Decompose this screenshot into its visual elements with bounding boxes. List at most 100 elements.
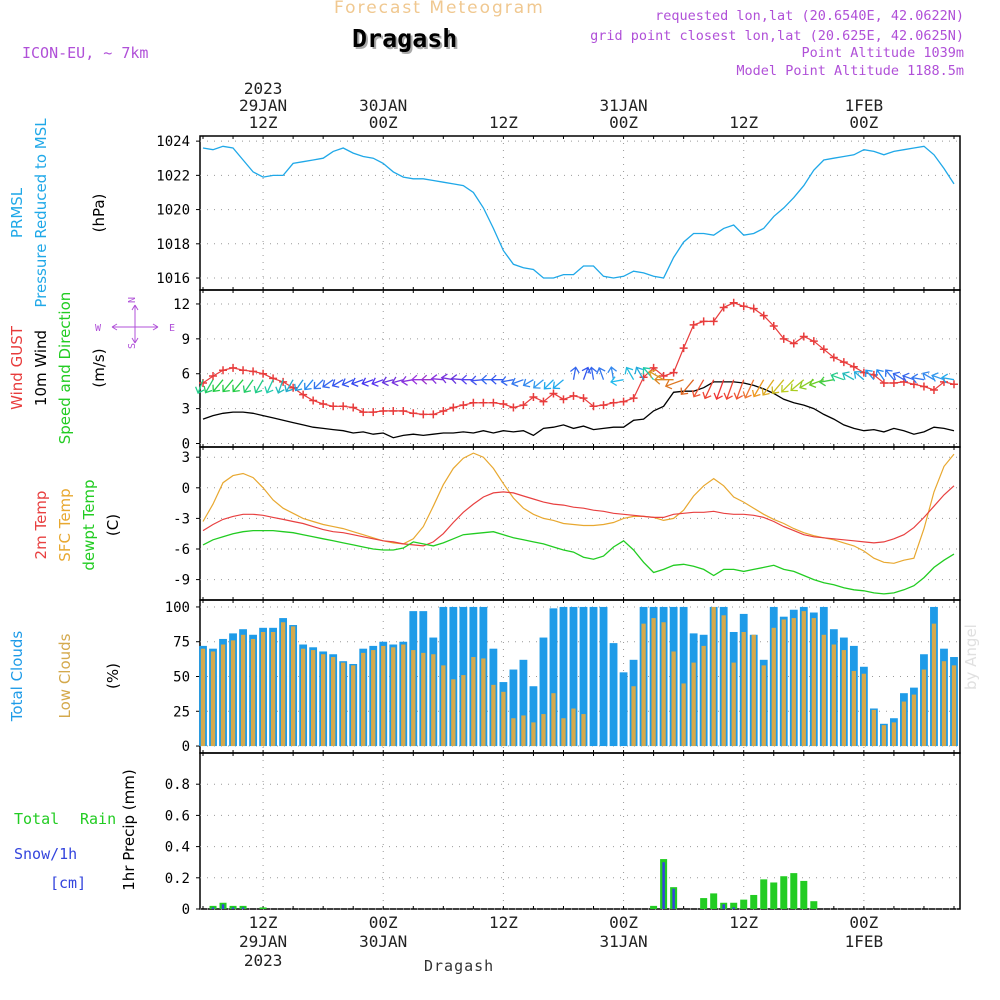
- gust-marker: [639, 373, 648, 382]
- panel-frame: [199, 446, 961, 601]
- gust-marker: [769, 322, 778, 331]
- y-tick-label: 0: [182, 437, 190, 453]
- model-point-altitude: Model Point Altitude 1188.5m: [736, 63, 964, 79]
- wind-arrow: [313, 379, 324, 390]
- requested-coords: requested lon,lat (20.6540E, 42.0622N): [655, 8, 964, 24]
- gust-marker: [339, 402, 348, 411]
- total-cloud-bar: [589, 606, 598, 747]
- y-tick-label: 1018: [156, 237, 190, 253]
- wind-arrow: [242, 379, 254, 393]
- compass-e: E: [169, 323, 175, 334]
- y-tick-label: 9: [182, 332, 190, 348]
- low-cloud-bar: [511, 718, 516, 747]
- low-cloud-bar: [381, 645, 386, 747]
- total-cloud-bar: [539, 637, 548, 747]
- rain-bar: [750, 894, 758, 909]
- wind-arrow: [400, 376, 414, 386]
- snow-bar: [662, 862, 665, 909]
- gust-marker: [389, 406, 398, 415]
- bottom-time-label: 12Z: [249, 913, 278, 932]
- low-cloud-bar: [311, 650, 316, 747]
- pressure-unit: (hPa): [90, 194, 108, 233]
- wind-arrow: [680, 379, 695, 396]
- rain-bar: [730, 902, 738, 909]
- wind-arrow: [691, 379, 705, 398]
- panel-frame: [199, 135, 961, 291]
- wind-arrow: [648, 369, 664, 381]
- gust-marker: [539, 397, 548, 406]
- total-cloud-bar: [509, 669, 518, 747]
- gust-marker: [329, 402, 338, 411]
- wind-arrow: [610, 376, 624, 387]
- low-cloud-bar: [941, 661, 947, 747]
- wind-arrow: [253, 379, 264, 394]
- gust-marker: [629, 394, 638, 403]
- gust-marker: [209, 372, 218, 381]
- rain-bar: [740, 899, 748, 909]
- low-cloud-bar: [361, 652, 366, 747]
- y-tick-label: 1020: [156, 203, 190, 219]
- wind-arrow: [294, 379, 304, 392]
- y-tick-label: 0.6: [165, 808, 190, 824]
- snow-bar: [221, 904, 225, 909]
- low-cloud-bar: [290, 626, 296, 747]
- low-cloud-bar: [260, 631, 266, 747]
- wind-arrow: [865, 369, 875, 381]
- gust-marker: [549, 389, 558, 398]
- wind-arrow: [818, 376, 834, 387]
- compass-w: W: [95, 323, 102, 334]
- wind-arrow: [581, 366, 592, 380]
- wind-arrow: [533, 379, 544, 389]
- temp-2m-label: 2m Temp: [32, 491, 50, 560]
- bottom-time-label: 29JAN: [239, 932, 287, 951]
- rain-bar: [259, 907, 267, 909]
- low-cloud-bar: [541, 714, 546, 747]
- bottom-time-label: 00Z: [849, 913, 878, 932]
- snow-bar: [732, 907, 735, 909]
- gust-marker: [469, 398, 478, 407]
- pressure-line: [202, 145, 955, 279]
- compass-n: N: [127, 297, 138, 303]
- gust-marker: [349, 403, 358, 412]
- wind-arrow: [875, 369, 885, 381]
- low-clouds-label: Low Clouds: [56, 633, 74, 718]
- total-cloud-bar: [569, 606, 578, 747]
- low-cloud-bar: [811, 618, 816, 747]
- wind-arrow: [381, 376, 394, 387]
- low-cloud-bar: [641, 623, 646, 747]
- footer-location: Dragash: [424, 957, 495, 975]
- panel-precip: 0.8 0.6 0.4 0.2 0: [165, 752, 961, 918]
- wind-arrow: [569, 366, 580, 380]
- wind-arrow: [842, 371, 855, 381]
- wind-arrow: [552, 379, 564, 390]
- rain-bar: [760, 879, 768, 909]
- low-cloud-bar: [230, 640, 236, 747]
- wind-arrow: [624, 366, 635, 381]
- gust-marker: [519, 401, 528, 410]
- low-cloud-bar: [210, 651, 216, 747]
- wind-arrow: [232, 379, 244, 393]
- low-cloud-bar: [431, 654, 436, 747]
- gust-marker: [839, 358, 848, 367]
- bottom-time-label: 12Z: [729, 913, 758, 932]
- low-cloud-bar: [521, 715, 526, 747]
- total-cloud-bar: [449, 606, 458, 747]
- low-cloud-bar: [911, 694, 917, 747]
- low-cloud-bar: [471, 657, 476, 747]
- low-cloud-bar: [901, 701, 907, 747]
- rain-bar: [650, 905, 658, 909]
- low-cloud-bar: [571, 708, 576, 747]
- rain-bar: [710, 893, 718, 909]
- rain-bar: [770, 882, 778, 909]
- gust-marker: [409, 409, 418, 418]
- y-tick-label: -3: [173, 511, 190, 527]
- gust-marker: [479, 398, 488, 407]
- y-tick-label: 1022: [156, 168, 190, 184]
- gust-marker: [789, 339, 798, 348]
- snow-bar: [241, 907, 245, 909]
- gust-marker: [749, 304, 758, 313]
- top-time-label: 2023: [244, 79, 283, 98]
- gust-marker: [219, 366, 228, 375]
- top-time-label: 00Z: [849, 113, 878, 132]
- low-cloud-bar: [881, 725, 887, 747]
